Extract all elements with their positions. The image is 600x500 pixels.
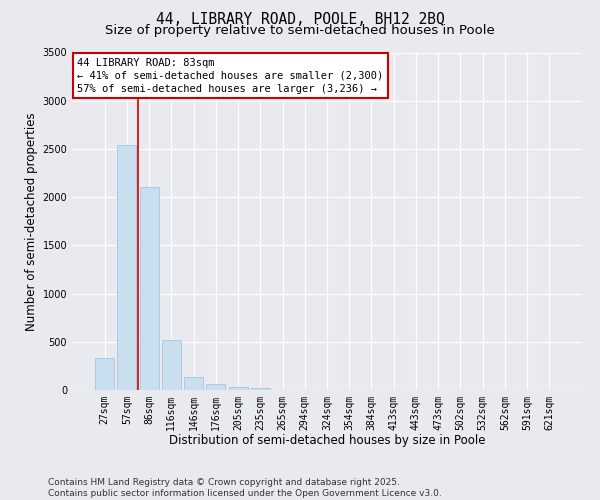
Text: Contains HM Land Registry data © Crown copyright and database right 2025.
Contai: Contains HM Land Registry data © Crown c…	[48, 478, 442, 498]
Text: Size of property relative to semi-detached houses in Poole: Size of property relative to semi-detach…	[105, 24, 495, 37]
Bar	[206, 384, 225, 390]
Bar	[251, 388, 270, 390]
Y-axis label: Number of semi-detached properties: Number of semi-detached properties	[25, 112, 38, 330]
X-axis label: Distribution of semi-detached houses by size in Poole: Distribution of semi-detached houses by …	[169, 434, 485, 448]
Bar	[118, 145, 136, 390]
Bar	[162, 340, 181, 390]
Bar	[229, 386, 248, 390]
Text: 44, LIBRARY ROAD, POOLE, BH12 2BQ: 44, LIBRARY ROAD, POOLE, BH12 2BQ	[155, 12, 445, 28]
Bar	[184, 376, 203, 390]
Bar	[95, 358, 114, 390]
Bar	[140, 186, 158, 390]
Text: 44 LIBRARY ROAD: 83sqm
← 41% of semi-detached houses are smaller (2,300)
57% of : 44 LIBRARY ROAD: 83sqm ← 41% of semi-det…	[77, 58, 383, 94]
